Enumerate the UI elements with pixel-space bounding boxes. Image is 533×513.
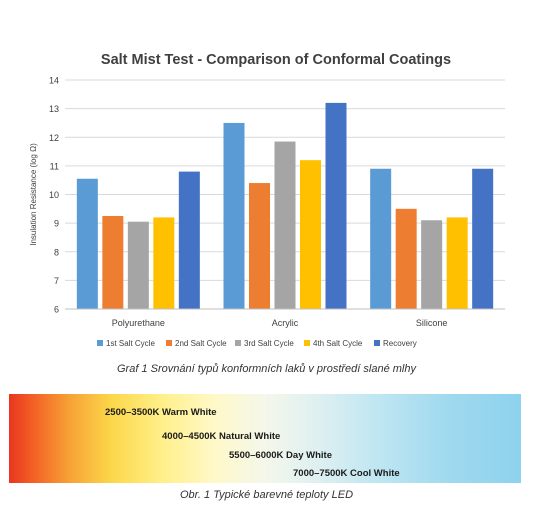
legend-swatch [166, 340, 172, 346]
chart-title: Salt Mist Test - Comparison of Conformal… [101, 52, 451, 68]
legend-label: Recovery [383, 339, 417, 348]
category-label: Silicone [416, 318, 448, 328]
y-tick-label: 13 [49, 104, 59, 114]
y-tick-label: 9 [54, 219, 59, 229]
y-axis-label: Insulation Resistance (log Ω) [29, 143, 38, 246]
y-tick-label: 6 [54, 305, 59, 315]
y-tick-label: 14 [49, 76, 59, 86]
bar [446, 217, 468, 309]
legend-label: 2nd Salt Cycle [175, 339, 227, 348]
y-tick-label: 11 [50, 161, 59, 171]
bar [127, 221, 149, 309]
day-white-label: 5500–6000K Day White [229, 450, 332, 461]
bar [395, 208, 417, 309]
bar [153, 217, 175, 309]
legend-swatch [304, 340, 310, 346]
y-tick-label: 8 [54, 247, 59, 257]
bar [102, 215, 124, 309]
category-label: Polyurethane [112, 318, 165, 328]
bar [421, 220, 443, 309]
natural-white-label: 4000–4500K Natural White [162, 431, 281, 442]
y-tick-label: 12 [49, 133, 59, 143]
warm-white-label: 2500–3500K Warm White [105, 407, 217, 418]
bar [76, 178, 98, 309]
legend-label: 1st Salt Cycle [106, 339, 155, 348]
bar [325, 102, 347, 310]
color-temperature-spectrum: 2500–3500K Warm White 4000–4500K Natural… [9, 394, 521, 483]
legend-swatch [97, 340, 103, 346]
spectrum-caption: Obr. 1 Typické barevné teploty LED [179, 489, 354, 501]
chart-svg: Salt Mist Test - Comparison of Conformal… [29, 52, 505, 348]
cool-white-label: 7000–7500K Cool White [293, 468, 400, 479]
y-tick-label: 7 [54, 276, 59, 286]
bar [178, 171, 200, 309]
legend-label: 4th Salt Cycle [313, 339, 363, 348]
bar [223, 122, 245, 309]
bar [274, 141, 296, 309]
y-tick-label: 10 [49, 190, 59, 200]
bar [472, 168, 494, 309]
category-label: Acrylic [272, 318, 299, 328]
legend-swatch [235, 340, 241, 346]
bar [300, 160, 321, 309]
legend-label: 3rd Salt Cycle [244, 339, 294, 348]
bar-chart: Salt Mist Test - Comparison of Conformal… [29, 52, 505, 348]
bar [370, 168, 392, 309]
bar [249, 183, 270, 309]
legend-swatch [374, 340, 380, 346]
chart-caption: Graf 1 Srovnání typů konformních laků v … [117, 363, 416, 375]
